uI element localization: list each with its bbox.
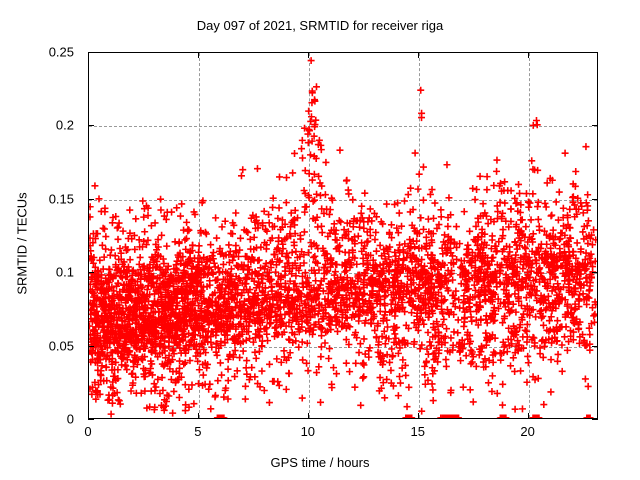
x-tick-label-4: 20 xyxy=(520,424,535,439)
x-tick-label-1: 5 xyxy=(194,424,202,439)
y-tick-mark-right-4 xyxy=(592,125,598,127)
x-tick-mark-0 xyxy=(88,413,89,419)
x-tick-mark-top-0 xyxy=(88,52,89,58)
page-title: Day 097 of 2021, SRMTID for receiver rig… xyxy=(196,18,444,33)
y-tick-label-1: 0.05 xyxy=(48,338,74,354)
y-tick-mark-0 xyxy=(88,419,94,420)
scatter-points xyxy=(89,57,597,418)
gridline-horizontal-4 xyxy=(89,126,597,128)
x-tick-mark-1 xyxy=(197,413,199,419)
y-tick-label-4: 0.2 xyxy=(55,117,74,133)
y-tick-label-2: 0.1 xyxy=(55,264,74,280)
x-tick-mark-top-1 xyxy=(197,52,199,58)
y-tick-mark-4 xyxy=(88,125,94,127)
y-tick-label-0: 0 xyxy=(66,411,74,427)
gridline-horizontal-3 xyxy=(89,199,597,201)
x-tick-mark-top-3 xyxy=(417,52,419,58)
x-tick-mark-top-2 xyxy=(307,52,309,58)
plot-area xyxy=(88,52,598,419)
y-tick-label-3: 0.15 xyxy=(48,191,74,207)
y-tick-mark-right-3 xyxy=(592,198,598,200)
y-tick-mark-right-0 xyxy=(592,419,598,420)
gridline-horizontal-2 xyxy=(89,273,597,275)
x-tick-label-2: 10 xyxy=(300,424,316,439)
gridline-vertical-2 xyxy=(308,53,310,418)
x-axis-label: GPS time / hours xyxy=(270,455,370,470)
y-axis-label: SRMTID / TECUs xyxy=(14,192,30,295)
x-tick-mark-top-4 xyxy=(527,52,529,58)
x-tick-mark-3 xyxy=(417,413,419,419)
x-tick-label-3: 15 xyxy=(410,424,425,439)
y-tick-mark-right-2 xyxy=(592,272,598,274)
y-tick-mark-3 xyxy=(88,198,94,200)
y-tick-mark-right-5 xyxy=(592,52,598,53)
x-tick-mark-4 xyxy=(527,413,529,419)
x-tick-mark-2 xyxy=(307,413,309,419)
y-tick-mark-1 xyxy=(88,345,94,347)
gridline-vertical-1 xyxy=(198,53,200,418)
y-tick-label-5: 0.25 xyxy=(48,44,74,60)
x-tick-label-0: 0 xyxy=(84,424,92,439)
y-tick-mark-2 xyxy=(88,272,94,274)
y-tick-mark-right-1 xyxy=(592,345,598,347)
y-tick-mark-5 xyxy=(88,52,94,53)
gridline-horizontal-1 xyxy=(89,346,597,348)
